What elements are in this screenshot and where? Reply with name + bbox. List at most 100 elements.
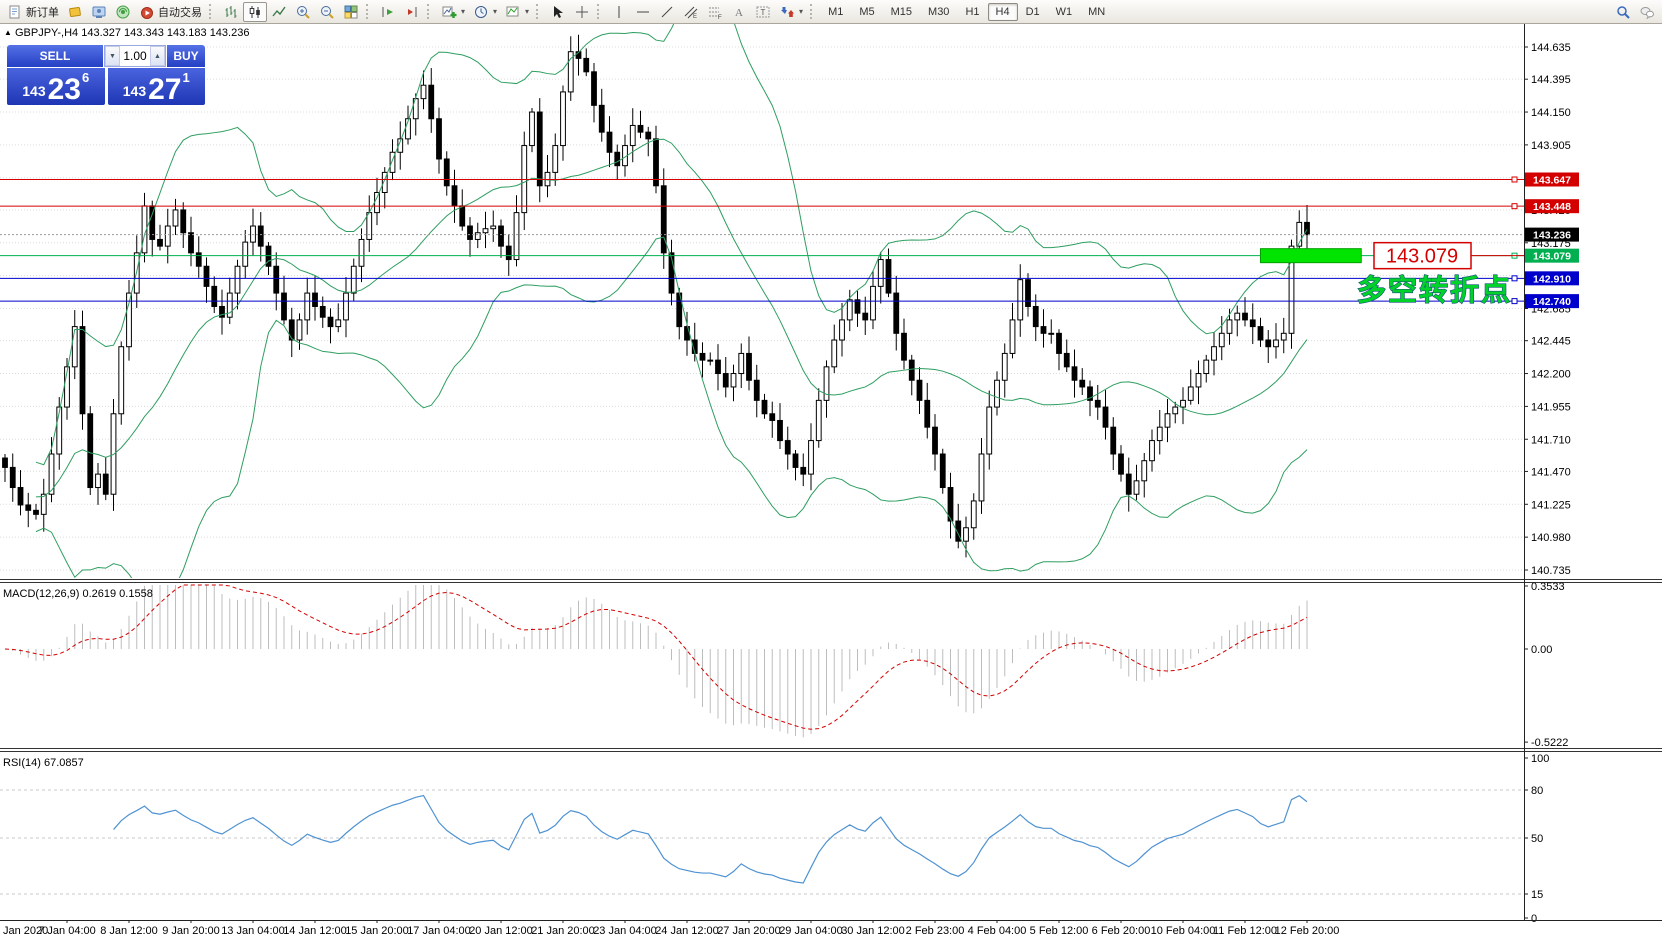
sell-price-big: 23 xyxy=(47,73,81,106)
buy-price-big: 27 xyxy=(148,73,182,106)
svg-text:5 Feb 12:00: 5 Feb 12:00 xyxy=(1030,925,1089,937)
price-chart-canvas[interactable]: 143.079 多空转折点 MACD(12,26,9) 0.2619 0.1558 R… xyxy=(0,24,1662,946)
svg-text:12 Feb 20:00: 12 Feb 20:00 xyxy=(1275,925,1340,937)
new-order-button[interactable]: 新订单 xyxy=(3,2,63,22)
volume-input[interactable] xyxy=(120,46,150,66)
svg-text:143.647: 143.647 xyxy=(1533,174,1571,186)
volume-increment-button[interactable]: ▲ xyxy=(150,46,165,66)
toolbar-grip xyxy=(597,4,603,19)
templates-button[interactable]: ▾ xyxy=(501,2,533,22)
tab-timeframe-mn[interactable]: MN xyxy=(1080,3,1113,21)
profiles-button[interactable] xyxy=(87,2,111,22)
periods-button[interactable]: ▾ xyxy=(469,2,501,22)
tab-timeframe-d1[interactable]: D1 xyxy=(1018,3,1048,21)
tab-timeframe-w1[interactable]: W1 xyxy=(1048,3,1081,21)
tab-timeframe-m30[interactable]: M30 xyxy=(920,3,957,21)
annotation-green-rect[interactable] xyxy=(1260,248,1362,264)
svg-text:17 Jan 04:00: 17 Jan 04:00 xyxy=(407,925,471,937)
indicators-icon xyxy=(442,6,457,18)
svg-text:141.955: 141.955 xyxy=(1531,401,1571,413)
price-axis[interactable]: 144.635144.395144.150143.905143.660143.4… xyxy=(1524,24,1579,925)
sell-price-button[interactable]: 143 23 6 xyxy=(7,68,105,105)
svg-text:0.00: 0.00 xyxy=(1531,644,1552,656)
tab-timeframe-m15[interactable]: M15 xyxy=(883,3,920,21)
autotrade-button[interactable]: 自动交易 xyxy=(135,2,206,22)
horizontal-line-icon xyxy=(637,11,650,12)
tab-timeframe-h1[interactable]: H1 xyxy=(957,3,987,21)
text-button[interactable]: A xyxy=(727,2,751,22)
sell-button[interactable]: SELL xyxy=(7,45,103,67)
bar-chart-icon xyxy=(225,5,237,18)
cursor-button[interactable] xyxy=(546,2,570,22)
svg-text:13 Jan 04:00: 13 Jan 04:00 xyxy=(221,925,285,937)
zoom-out-icon xyxy=(321,5,334,19)
svg-text:142.740: 142.740 xyxy=(1533,296,1571,308)
signals-button[interactable] xyxy=(111,2,135,22)
line-chart-icon xyxy=(272,6,286,16)
svg-text:141.225: 141.225 xyxy=(1531,499,1571,511)
line-chart-type-button[interactable] xyxy=(267,2,291,22)
search-button[interactable] xyxy=(1611,2,1635,22)
arrows-button[interactable]: ▾ xyxy=(775,2,807,22)
zoom-in-button[interactable] xyxy=(291,2,315,22)
svg-text:143.079: 143.079 xyxy=(1386,246,1458,268)
cursor-icon xyxy=(554,5,564,18)
arrows-caret: ▾ xyxy=(799,7,804,16)
svg-text:7 Jan 04:00: 7 Jan 04:00 xyxy=(38,925,96,937)
volume-decrement-button[interactable]: ▼ xyxy=(105,46,120,66)
crosshair-button[interactable] xyxy=(570,2,594,22)
auto-scroll-button[interactable] xyxy=(400,2,424,22)
toolbar-grip xyxy=(536,4,542,19)
svg-text:T: T xyxy=(761,8,766,17)
symbol-marker-icon: ▲ xyxy=(4,28,12,37)
svg-text:21 Jan 20:00: 21 Jan 20:00 xyxy=(531,925,595,937)
svg-text:-0.5222: -0.5222 xyxy=(1531,737,1568,749)
text-label-icon: T xyxy=(756,6,770,17)
crosshair-icon xyxy=(576,5,589,18)
zoom-out-button[interactable] xyxy=(315,2,339,22)
sell-price-pip: 6 xyxy=(82,70,90,85)
candlestick-type-button[interactable] xyxy=(243,1,267,22)
macd-label: MACD(12,26,9) 0.2619 0.1558 xyxy=(3,588,153,600)
svg-text:141.470: 141.470 xyxy=(1531,466,1571,478)
chat-button[interactable] xyxy=(1635,2,1659,22)
chart-shift-button[interactable] xyxy=(376,2,400,22)
auto-scroll-icon xyxy=(408,6,417,17)
tab-timeframe-m1[interactable]: M1 xyxy=(820,3,851,21)
svg-text:4 Feb 04:00: 4 Feb 04:00 xyxy=(968,925,1027,937)
bar-chart-type-button[interactable] xyxy=(219,2,243,22)
text-label-button[interactable]: T xyxy=(751,2,775,22)
indicators-caret: ▾ xyxy=(461,7,466,16)
channel-button[interactable]: E xyxy=(679,2,703,22)
buy-button[interactable]: BUY xyxy=(167,45,205,67)
tab-timeframe-m5[interactable]: M5 xyxy=(851,3,882,21)
indicators-button[interactable]: ▾ xyxy=(437,2,469,22)
autotrade-icon xyxy=(141,6,153,19)
vertical-line-button[interactable] xyxy=(607,2,631,22)
svg-text:A: A xyxy=(735,7,743,19)
trendline-button[interactable] xyxy=(655,2,679,22)
tile-windows-button[interactable] xyxy=(339,2,363,22)
fibonacci-button[interactable]: F xyxy=(703,2,727,22)
new-order-label: 新订单 xyxy=(26,6,59,19)
chart-window: 143.079 多空转折点 MACD(12,26,9) 0.2619 0.1558 R… xyxy=(0,24,1662,946)
svg-text:142.910: 142.910 xyxy=(1533,273,1571,285)
search-icon xyxy=(1617,5,1630,19)
svg-text:30 Jan 12:00: 30 Jan 12:00 xyxy=(841,925,905,937)
toolbar-grip xyxy=(366,4,372,19)
svg-text:100: 100 xyxy=(1531,753,1549,765)
horizontal-line-button[interactable] xyxy=(631,2,655,22)
svg-text:144.150: 144.150 xyxy=(1531,107,1571,119)
annotation-cn-text[interactable]: 多空转折点 xyxy=(1356,272,1512,307)
chart-window-button[interactable] xyxy=(63,2,87,22)
tab-timeframe-h4[interactable]: H4 xyxy=(987,2,1018,21)
svg-text:23 Jan 04:00: 23 Jan 04:00 xyxy=(593,925,657,937)
text-icon: A xyxy=(735,7,743,19)
annotation-price-box[interactable]: 143.079 xyxy=(1373,241,1524,270)
new-order-icon xyxy=(9,5,20,18)
buy-price-button[interactable]: 143 27 1 xyxy=(107,68,205,106)
svg-text:15 Jan 20:00: 15 Jan 20:00 xyxy=(345,925,409,937)
svg-text:8 Jan 12:00: 8 Jan 12:00 xyxy=(100,925,158,937)
chart-header: ▲ GBPJPY-,H4 143.327 143.343 143.183 143… xyxy=(4,27,249,39)
